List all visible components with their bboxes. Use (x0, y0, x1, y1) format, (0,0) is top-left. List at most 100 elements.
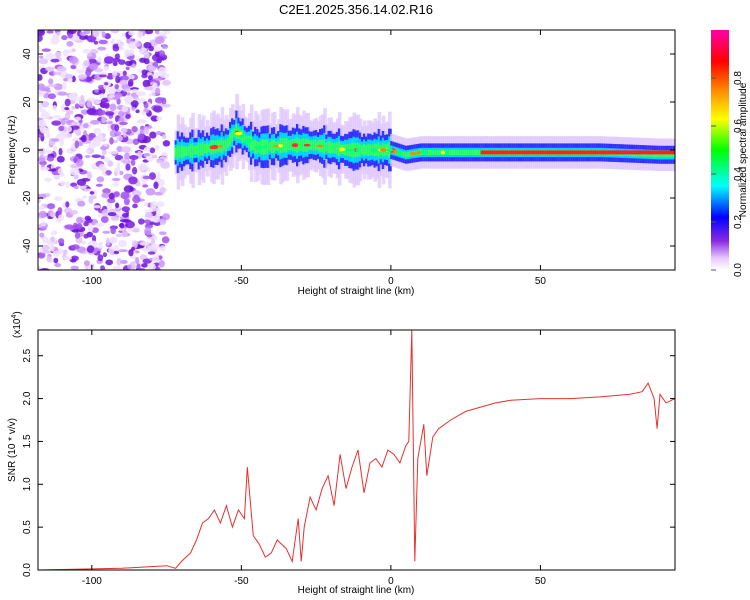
noise-blob (104, 111, 115, 116)
noise-blob (107, 160, 114, 167)
noise-blob (70, 167, 80, 176)
ridge-band (662, 152, 666, 158)
noise-blob (161, 236, 170, 244)
ridge-band (300, 139, 304, 151)
noise-blob (92, 204, 101, 209)
noise-blob (101, 116, 107, 124)
ridge-band (185, 146, 189, 156)
svg-text:(x104): (x104) (11, 311, 23, 338)
ridge-band (455, 149, 459, 155)
noise-blob (118, 43, 125, 47)
noise-blob (139, 57, 147, 63)
noise-blob (100, 155, 105, 160)
noise-blob (146, 167, 151, 172)
noise-blob (128, 49, 135, 56)
noise-blob (66, 93, 75, 99)
noise-blob (53, 174, 61, 179)
noise-blob (112, 70, 118, 77)
x-tick-label: -50 (234, 576, 249, 587)
ridge-band (203, 144, 208, 154)
noise-blob (71, 244, 80, 250)
noise-blob (38, 103, 43, 110)
ridge-band (375, 144, 380, 156)
noise-blob (161, 79, 171, 86)
noise-blob (139, 50, 145, 54)
noise-blob (124, 152, 130, 161)
noise-blob (38, 58, 49, 65)
noise-blob (151, 154, 158, 159)
noise-blob (113, 250, 120, 255)
noise-blob (150, 237, 156, 246)
noise-blob (66, 40, 74, 47)
noise-blob (64, 224, 75, 230)
noise-blob (94, 89, 99, 93)
noise-blob (114, 167, 121, 173)
noise-blob (118, 110, 125, 117)
ridge-band (457, 149, 461, 155)
noise-blob (119, 222, 125, 229)
noise-blob (121, 32, 126, 37)
noise-blob (121, 105, 129, 113)
noise-blob (159, 219, 167, 225)
noise-blob (160, 160, 170, 169)
noise-blob (121, 206, 131, 213)
noise-blob (91, 227, 100, 234)
noise-blob (70, 265, 80, 270)
noise-blob (52, 250, 61, 257)
noise-blob (74, 232, 81, 239)
noise-blob (150, 115, 159, 122)
noise-blob (107, 197, 116, 204)
noise-blob (155, 87, 161, 95)
noise-blob (100, 215, 109, 224)
noise-blob (51, 138, 60, 142)
noise-blob (154, 177, 162, 183)
noise-blob (157, 50, 165, 57)
ridge-band (197, 142, 202, 157)
noise-blob (120, 146, 131, 153)
ridge-hotspot (396, 150, 402, 155)
ridge-band (365, 145, 369, 155)
snr-frame (37, 329, 676, 571)
noise-blob (71, 48, 76, 53)
ridge-band (323, 138, 327, 155)
noise-blob (105, 237, 111, 246)
noise-blob (96, 176, 105, 183)
ridge-band (243, 133, 248, 143)
noise-blob (46, 203, 56, 210)
noise-blob (127, 264, 132, 270)
ridge-hotspot (370, 147, 377, 153)
noise-blob (153, 235, 158, 240)
ridge-hotspot (410, 151, 416, 156)
figure-title: C2E1.2025.356.14.02.R16 (279, 2, 433, 17)
noise-blob (86, 171, 93, 180)
noise-blob (97, 109, 106, 116)
noise-blob (38, 193, 41, 198)
noise-blob (145, 188, 156, 196)
ridge-band (664, 152, 669, 158)
noise-blob (53, 257, 59, 264)
ridge-band (463, 149, 468, 155)
noise-blob (152, 255, 160, 263)
noise-blob (122, 88, 132, 92)
noise-blob (110, 38, 115, 46)
noise-blob (70, 36, 80, 42)
colorbar-tick-label: 0.6 (733, 119, 744, 133)
noise-blob (105, 259, 114, 266)
noise-blob (46, 131, 51, 139)
noise-blob (148, 64, 155, 73)
noise-blob (144, 30, 154, 35)
ridge-band (653, 152, 658, 158)
noise-blob (66, 126, 72, 133)
noise-blob (147, 262, 156, 270)
noise-blob (161, 103, 171, 108)
noise-blob (161, 43, 169, 50)
noise-blob (141, 263, 148, 268)
noise-blob (50, 230, 58, 236)
noise-blob (73, 174, 79, 180)
noise-blob (52, 145, 58, 152)
noise-blob (113, 191, 120, 198)
noise-blob (81, 195, 88, 199)
noise-blob (80, 109, 89, 115)
ridge-band (461, 149, 465, 155)
x-tick-label: -100 (82, 276, 102, 287)
